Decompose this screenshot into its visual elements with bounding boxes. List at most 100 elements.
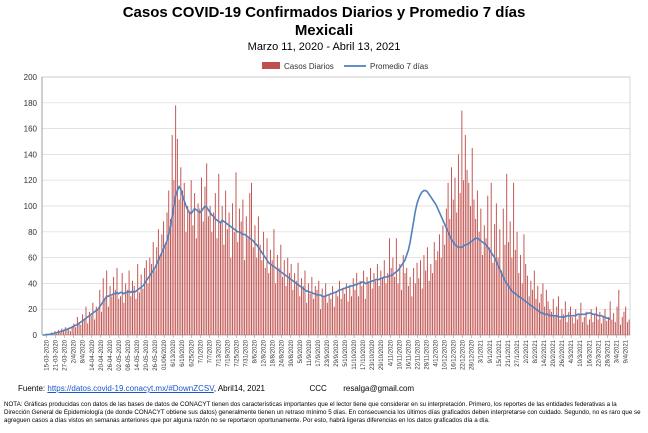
- bar-casos-diarios: [594, 314, 596, 335]
- x-tick-label: 15-03-2020: [45, 339, 51, 370]
- bar-casos-diarios: [226, 229, 228, 335]
- bar-casos-diarios: [364, 298, 366, 335]
- x-tick-label: 14-04-2020: [90, 339, 96, 370]
- x-tick-label: 20-05-2020: [144, 339, 150, 370]
- bar-casos-diarios: [494, 224, 496, 335]
- bar-casos-diarios: [168, 190, 170, 335]
- bar-casos-diarios: [276, 255, 278, 335]
- x-tick-label: 10/3/2021: [578, 339, 584, 366]
- bar-casos-diarios: [301, 278, 302, 335]
- bar-casos-diarios: [563, 314, 565, 335]
- bar-casos-diarios: [332, 285, 334, 335]
- bar-casos-diarios: [564, 301, 566, 335]
- x-tick-label: 30/8/2020: [289, 339, 295, 366]
- bar-casos-diarios: [345, 283, 347, 335]
- source-label: Fuente:: [18, 384, 46, 393]
- x-tick-label: 10/12/2020: [443, 339, 449, 370]
- x-tick-label: 7/31/2020: [244, 339, 250, 366]
- bar-casos-diarios: [232, 203, 234, 335]
- x-tick-label: 16/3/2021: [587, 339, 593, 366]
- bar-casos-diarios: [109, 285, 111, 335]
- bar-casos-diarios: [106, 270, 108, 335]
- bar-casos-diarios: [513, 182, 515, 335]
- bar-casos-diarios: [88, 311, 90, 335]
- bar-casos-diarios: [599, 311, 601, 335]
- bar-casos-diarios: [149, 257, 151, 335]
- bar-casos-diarios: [75, 327, 77, 335]
- bar-casos-diarios: [69, 331, 71, 335]
- bar-casos-diarios: [607, 316, 609, 335]
- bar-casos-diarios: [535, 298, 537, 335]
- bar-casos-diarios: [321, 288, 323, 335]
- bar-casos-diarios: [328, 293, 330, 335]
- bar-casos-diarios: [459, 193, 461, 335]
- x-tick-label: 9/4/2021: [624, 339, 630, 363]
- bar-casos-diarios: [545, 289, 547, 335]
- bar-casos-diarios: [290, 264, 292, 335]
- bar-casos-diarios: [206, 163, 208, 335]
- bar-casos-diarios: [71, 325, 73, 335]
- bar-casos-diarios: [154, 270, 156, 335]
- x-tick-label: 24/8/2020: [280, 339, 286, 366]
- bar-casos-diarios: [314, 285, 316, 335]
- bar-casos-diarios: [518, 273, 520, 335]
- bar-casos-diarios: [499, 229, 501, 335]
- bar-casos-diarios: [256, 257, 258, 335]
- bar-casos-diarios: [151, 264, 152, 335]
- bar-casos-diarios: [347, 301, 349, 335]
- source-link[interactable]: https://datos.covid-19.conacyt.mx/#DownZ…: [47, 384, 214, 393]
- bar-casos-diarios: [156, 247, 158, 335]
- x-tick-label: 5/10/2020: [343, 339, 349, 366]
- bar-casos-diarios: [447, 182, 449, 335]
- bar-casos-diarios: [618, 289, 620, 335]
- x-tick-label: 21-03-2020: [54, 339, 60, 370]
- bar-casos-diarios: [73, 323, 75, 335]
- bar-casos-diarios: [344, 293, 346, 335]
- bar-casos-diarios: [533, 270, 535, 335]
- y-tick-label: 20: [28, 305, 37, 314]
- bar-casos-diarios: [576, 319, 578, 335]
- bar-casos-diarios: [333, 306, 335, 335]
- bar-casos-diarios: [318, 280, 320, 335]
- bar-casos-diarios: [180, 167, 182, 335]
- bar-casos-diarios: [432, 273, 434, 335]
- bar-casos-diarios: [402, 255, 404, 335]
- x-tick-label: 8/6/2020: [253, 339, 259, 363]
- bar-casos-diarios: [259, 244, 261, 335]
- author-email: resalga@gmail.com: [343, 384, 415, 393]
- bar-casos-diarios: [254, 225, 256, 335]
- bar-casos-diarios: [114, 289, 116, 335]
- bar-casos-diarios: [602, 315, 604, 335]
- bar-casos-diarios: [230, 257, 232, 335]
- bar-casos-diarios: [521, 283, 523, 335]
- bar-casos-diarios: [273, 229, 275, 335]
- bar-casos-diarios: [592, 322, 594, 335]
- x-tick-label: 21/1/2021: [506, 339, 512, 366]
- bar-casos-diarios: [420, 260, 421, 335]
- bar-casos-diarios: [145, 260, 147, 335]
- y-tick-label: 0: [33, 331, 38, 340]
- x-tick-label: 14/2/2021: [542, 339, 548, 366]
- bar-casos-diarios: [623, 311, 625, 335]
- bar-casos-diarios: [470, 206, 471, 335]
- bar-casos-diarios: [97, 309, 99, 335]
- bar-casos-diarios: [613, 313, 615, 335]
- bar-casos-diarios: [589, 319, 590, 335]
- bar-casos-diarios: [147, 283, 149, 335]
- x-tick-label: 17/9/2020: [316, 339, 322, 366]
- bar-casos-diarios: [337, 296, 339, 335]
- bar-casos-diarios: [261, 260, 263, 335]
- x-tick-label: 7/1/2020: [198, 339, 204, 363]
- bar-casos-diarios: [238, 208, 240, 335]
- bar-casos-diarios: [80, 324, 82, 335]
- bar-casos-diarios: [161, 234, 163, 335]
- disclaimer-note: NOTA: Gráficas producidas con datos de l…: [4, 401, 641, 424]
- bar-casos-diarios: [285, 285, 287, 335]
- bar-casos-diarios: [485, 238, 487, 335]
- bar-casos-diarios: [616, 306, 618, 335]
- bar-casos-diarios: [571, 316, 573, 335]
- bar-casos-diarios: [604, 309, 606, 335]
- bar-casos-diarios: [587, 324, 589, 335]
- bar-casos-diarios: [66, 329, 68, 335]
- x-tick-label: 20/2/2021: [551, 339, 557, 366]
